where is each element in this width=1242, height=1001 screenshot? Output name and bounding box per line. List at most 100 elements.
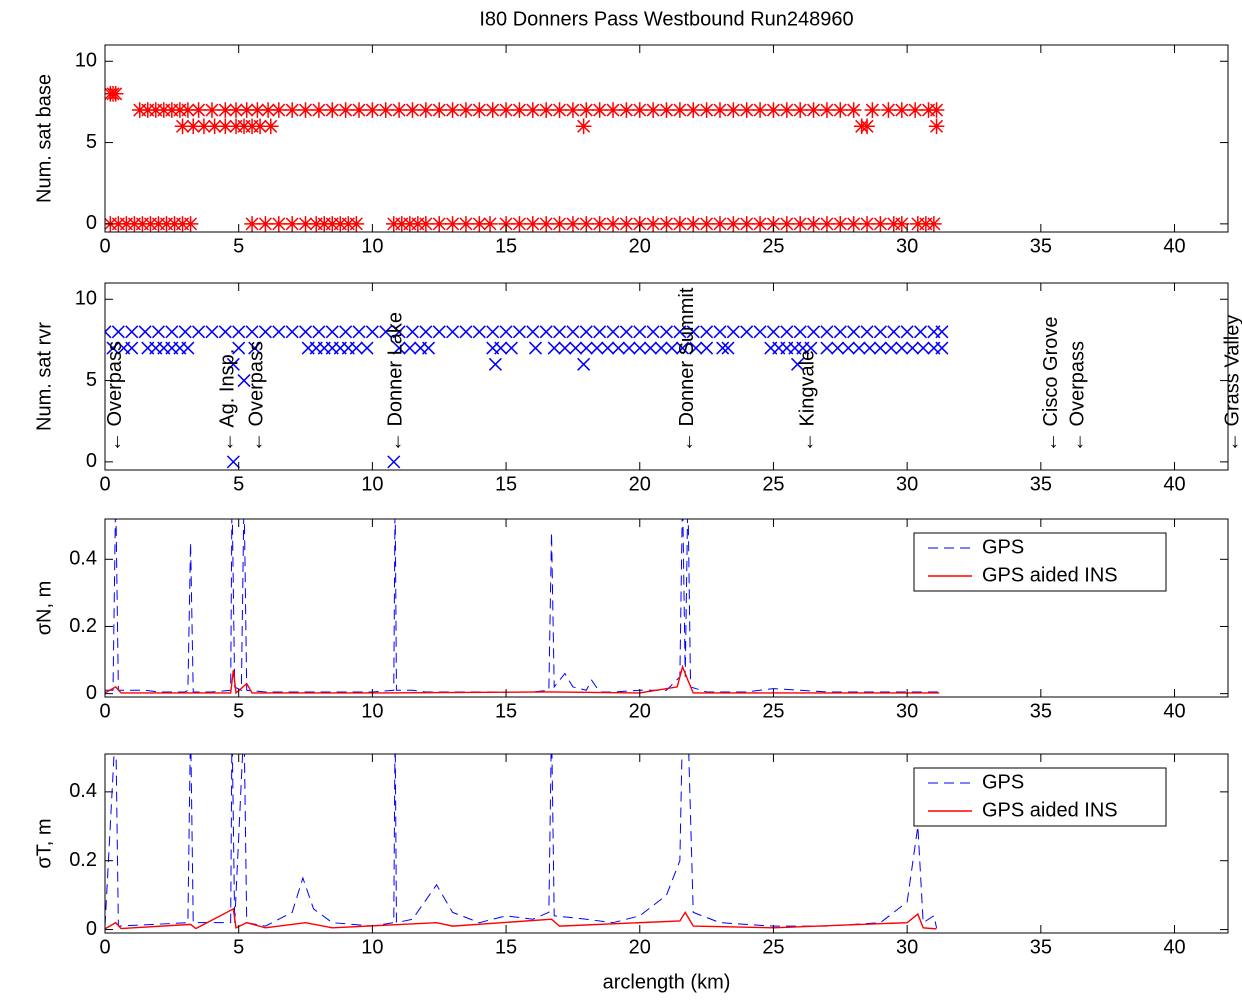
marker xyxy=(832,102,849,118)
marker xyxy=(547,341,561,355)
annotation: ← Grass Valley xyxy=(1222,315,1242,452)
x-tick-label: 25 xyxy=(762,235,784,257)
marker xyxy=(257,216,274,232)
marker xyxy=(591,216,608,232)
x-tick-label: 15 xyxy=(495,936,517,958)
marker xyxy=(236,118,252,135)
marker xyxy=(676,341,690,355)
marker xyxy=(645,216,661,232)
marker xyxy=(605,102,621,118)
x-tick-label: 35 xyxy=(1030,936,1052,958)
marker xyxy=(860,325,874,339)
marker xyxy=(164,102,180,118)
x-tick-label: 10 xyxy=(361,473,383,495)
legend-label: GPS xyxy=(982,536,1024,558)
x-tick-label: 5 xyxy=(233,473,244,495)
marker xyxy=(471,216,488,232)
marker xyxy=(385,216,402,232)
marker xyxy=(700,341,714,355)
marker xyxy=(498,216,514,232)
marker xyxy=(486,325,500,339)
marker xyxy=(351,102,367,118)
marker xyxy=(142,216,159,232)
marker xyxy=(591,102,608,118)
x-tick-label: 30 xyxy=(896,473,918,495)
x-tick-label: 30 xyxy=(896,235,918,257)
marker xyxy=(172,102,188,118)
marker xyxy=(181,341,195,355)
marker xyxy=(913,325,928,339)
marker xyxy=(245,325,259,339)
y-tick-label: 0 xyxy=(86,450,97,472)
marker xyxy=(766,325,780,339)
marker xyxy=(332,216,349,232)
marker xyxy=(672,102,688,118)
axes-background xyxy=(105,45,1228,232)
marker xyxy=(605,216,621,232)
marker xyxy=(907,102,923,118)
marker xyxy=(391,102,407,118)
y-axis-label: Num. sat rvr xyxy=(33,322,55,431)
annotation: ← Overpass xyxy=(1067,341,1089,452)
marker xyxy=(645,102,661,118)
marker xyxy=(780,325,794,339)
marker xyxy=(593,325,607,339)
marker xyxy=(700,325,714,339)
marker xyxy=(244,216,260,232)
marker xyxy=(873,325,887,339)
x-tick-label: 15 xyxy=(495,235,517,257)
marker xyxy=(685,102,702,118)
marker xyxy=(622,341,636,355)
marker xyxy=(297,102,314,118)
marker xyxy=(712,102,728,118)
marker xyxy=(284,216,300,232)
marker xyxy=(204,102,220,118)
marker xyxy=(928,118,945,135)
marker xyxy=(689,341,703,355)
marker xyxy=(819,216,835,232)
marker xyxy=(619,325,633,339)
marker xyxy=(472,325,486,339)
legend-box xyxy=(913,532,1167,592)
marker xyxy=(422,341,436,355)
marker xyxy=(712,216,728,232)
marker xyxy=(150,216,167,232)
marker xyxy=(905,341,920,355)
marker xyxy=(418,216,434,232)
marker xyxy=(260,102,276,118)
annotation: ← Ag. Insp. xyxy=(216,349,238,452)
marker xyxy=(665,341,679,355)
marker xyxy=(698,216,715,232)
marker xyxy=(504,341,518,355)
marker xyxy=(590,341,604,355)
marker xyxy=(654,341,668,355)
marker xyxy=(805,216,822,232)
y-axis-label: Num. sat base xyxy=(33,74,55,203)
marker xyxy=(262,118,279,135)
y-tick-label: 0 xyxy=(86,918,97,940)
marker xyxy=(446,325,460,339)
x-tick-label: 40 xyxy=(1163,235,1185,257)
x-tick-label: 0 xyxy=(99,936,110,958)
marker xyxy=(725,216,742,232)
marker xyxy=(218,325,232,339)
annotation: ← Overpass xyxy=(104,341,126,452)
marker xyxy=(458,102,474,118)
x-tick-label: 35 xyxy=(1030,473,1052,495)
marker xyxy=(893,102,910,118)
marker xyxy=(232,325,246,339)
marker xyxy=(272,325,286,339)
marker xyxy=(178,325,192,339)
marker xyxy=(403,341,417,355)
marker xyxy=(270,216,287,232)
x-tick-label: 5 xyxy=(233,235,244,257)
marker xyxy=(226,455,240,469)
y-tick-label: 0 xyxy=(86,682,97,704)
marker xyxy=(248,341,262,355)
legend-label: GPS aided INS xyxy=(982,799,1118,821)
marker xyxy=(360,341,374,355)
marker xyxy=(819,102,835,118)
axes-box xyxy=(104,44,1229,233)
marker xyxy=(249,102,266,118)
marker xyxy=(631,216,648,232)
